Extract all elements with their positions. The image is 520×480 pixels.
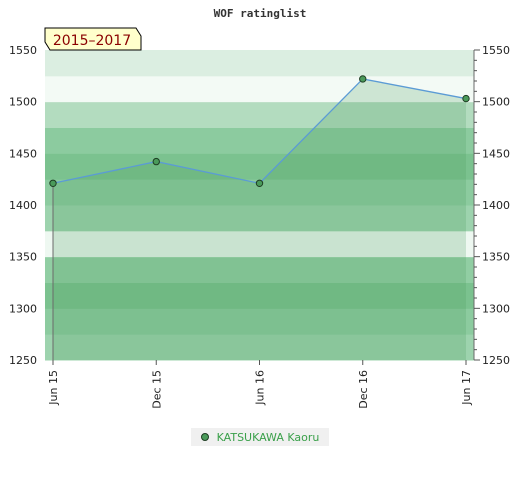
x-tick-label: Dec 15: [150, 370, 163, 409]
data-point: [49, 179, 57, 188]
legend-label: KATSUKAWA Kaoru: [216, 430, 320, 444]
background-band: [45, 308, 474, 335]
legend-marker-icon: [200, 433, 209, 441]
chart-title: WOF ratinglist: [214, 7, 307, 20]
y-tick-label-right: 1500: [482, 96, 510, 109]
data-point: [359, 75, 367, 83]
background-band: [45, 205, 474, 232]
y-tick-label-left: 1300: [9, 302, 37, 315]
period-badge: 2015–2017: [44, 27, 142, 51]
y-tick-label-left: 1400: [9, 199, 37, 212]
y-tick-label-right: 1350: [482, 251, 510, 264]
x-tick-label: Jun 17: [460, 370, 473, 406]
data-point: [255, 179, 264, 188]
background-band: [45, 101, 474, 128]
background-band: [45, 282, 474, 309]
series-area: [53, 78, 466, 360]
series-markers: [49, 75, 470, 188]
background-band: [45, 75, 474, 103]
data-point: [152, 157, 160, 166]
x-tick-label: Jun 15: [47, 370, 60, 406]
y-tick-label-left: 1250: [9, 354, 37, 367]
y-tick-label-left: 1450: [9, 147, 37, 160]
y-tick-label-left: 1500: [9, 96, 37, 109]
legend: KATSUKAWA Kaoru: [191, 428, 329, 446]
y-tick-label-right: 1400: [482, 199, 510, 212]
background-band: [45, 256, 474, 283]
y-tick-label-right: 1300: [482, 302, 510, 315]
background-bands: [45, 50, 474, 361]
background-band: [45, 50, 474, 77]
data-point: [462, 94, 470, 103]
y-tick-label-right: 1250: [482, 354, 510, 367]
background-band: [45, 153, 474, 180]
left-axis-ticks: 1250 1300 1350 1400 1450 1500 1550: [9, 44, 37, 367]
right-axis-minor-ticks: [474, 59, 477, 351]
background-band: [45, 127, 474, 154]
right-axis-ticks: 1250 1300 1350 1400 1450 1500 1550: [474, 44, 510, 367]
period-badge-label: 2015–2017: [53, 33, 131, 49]
x-tick-label: Dec 16: [357, 370, 370, 409]
y-tick-label-right: 1550: [482, 44, 510, 57]
y-tick-label-right: 1450: [482, 147, 510, 160]
background-band: [45, 230, 474, 258]
background-band: [45, 334, 474, 361]
x-axis-ticks: Jun 15 Dec 15 Jun 16 Dec 16 Jun 17: [47, 360, 473, 409]
y-tick-label-left: 1350: [9, 251, 37, 264]
x-tick-label: Jun 16: [254, 370, 267, 406]
y-tick-label-left: 1550: [9, 44, 37, 57]
